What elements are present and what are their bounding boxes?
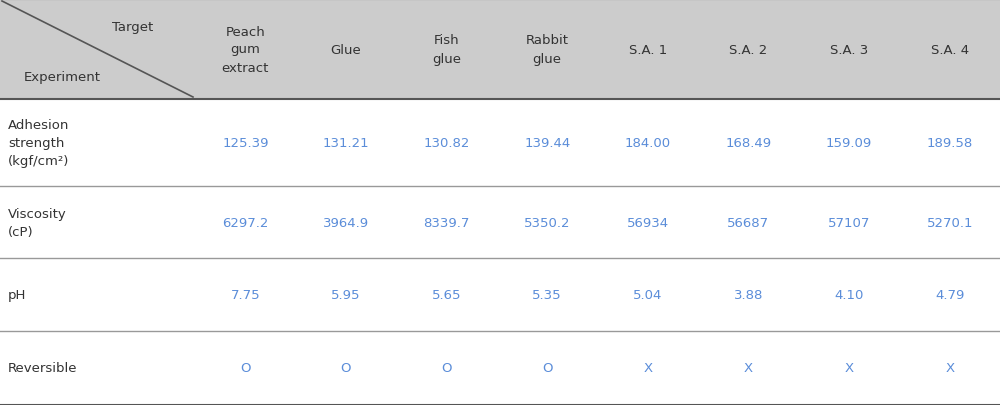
Text: 8339.7: 8339.7 bbox=[423, 216, 470, 229]
Text: 5.04: 5.04 bbox=[633, 288, 662, 301]
Text: 168.49: 168.49 bbox=[725, 137, 772, 150]
Text: 189.58: 189.58 bbox=[927, 137, 973, 150]
Text: Fish
glue: Fish glue bbox=[432, 34, 461, 65]
Text: 56934: 56934 bbox=[627, 216, 669, 229]
Text: 139.44: 139.44 bbox=[524, 137, 570, 150]
Text: 5270.1: 5270.1 bbox=[926, 216, 973, 229]
Text: X: X bbox=[844, 361, 854, 374]
Text: Peach
gum
extract: Peach gum extract bbox=[222, 26, 269, 74]
Text: 5.65: 5.65 bbox=[432, 288, 461, 301]
Text: X: X bbox=[744, 361, 753, 374]
Text: S.A. 1: S.A. 1 bbox=[629, 43, 667, 56]
Text: X: X bbox=[945, 361, 954, 374]
Text: X: X bbox=[643, 361, 652, 374]
Text: O: O bbox=[240, 361, 251, 374]
Text: pH: pH bbox=[8, 288, 26, 301]
Text: 159.09: 159.09 bbox=[826, 137, 872, 150]
Text: Viscosity
(cP): Viscosity (cP) bbox=[8, 207, 67, 238]
Text: 125.39: 125.39 bbox=[222, 137, 269, 150]
Text: 131.21: 131.21 bbox=[323, 137, 369, 150]
Text: 56687: 56687 bbox=[727, 216, 770, 229]
Text: 5.35: 5.35 bbox=[532, 288, 562, 301]
Text: 4.79: 4.79 bbox=[935, 288, 964, 301]
Text: 3964.9: 3964.9 bbox=[323, 216, 369, 229]
Text: Rabbit
glue: Rabbit glue bbox=[526, 34, 569, 65]
Text: Glue: Glue bbox=[331, 43, 361, 56]
Text: 57107: 57107 bbox=[828, 216, 870, 229]
Text: 7.75: 7.75 bbox=[230, 288, 260, 301]
Text: Reversible: Reversible bbox=[8, 361, 78, 374]
Text: Target: Target bbox=[112, 21, 153, 34]
Text: 3.88: 3.88 bbox=[734, 288, 763, 301]
Text: Experiment: Experiment bbox=[24, 71, 101, 84]
Text: 5350.2: 5350.2 bbox=[524, 216, 570, 229]
Text: 130.82: 130.82 bbox=[423, 137, 470, 150]
Text: S.A. 3: S.A. 3 bbox=[830, 43, 868, 56]
Text: O: O bbox=[441, 361, 452, 374]
Text: O: O bbox=[341, 361, 351, 374]
Text: 5.95: 5.95 bbox=[331, 288, 361, 301]
Text: 4.10: 4.10 bbox=[834, 288, 864, 301]
Bar bbox=[0, 0, 1000, 100]
Text: O: O bbox=[542, 361, 552, 374]
Text: 184.00: 184.00 bbox=[625, 137, 671, 150]
Text: S.A. 4: S.A. 4 bbox=[931, 43, 969, 56]
Text: S.A. 2: S.A. 2 bbox=[729, 43, 768, 56]
Text: Adhesion
strength
(kgf/cm²): Adhesion strength (kgf/cm²) bbox=[8, 119, 69, 168]
Text: 6297.2: 6297.2 bbox=[222, 216, 268, 229]
